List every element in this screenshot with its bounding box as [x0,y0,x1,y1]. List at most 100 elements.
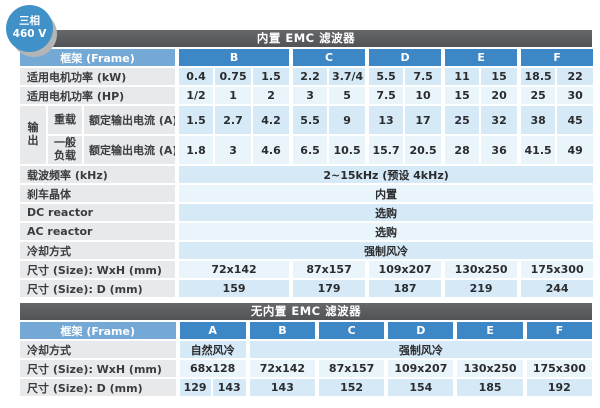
row-label: 适用电机功率 (kW) [20,66,176,85]
value-cell: 3 [289,85,328,104]
value-cell: 13 [365,104,404,134]
merged-value-cell: 选购 [175,221,594,240]
frame-col-B: B [175,47,290,66]
output-group-label: 输 出 [20,104,46,164]
value-cell: 7.5 [365,85,404,104]
value-cell: 143 [245,377,315,396]
load-type-label: 一般 负载 [46,134,82,164]
value-cell: 41.5 [517,134,556,164]
row-label: 尺寸 (Size): D (mm) [20,278,176,297]
metric-label: 额定输出电流 (A) [82,104,176,134]
value-cell: 130x250 [441,259,518,278]
value-cell: 5 [327,85,366,104]
value-cell: 87x157 [289,259,366,278]
value-cell: 1 [213,85,252,104]
merged-value-cell: 自然风冷 [175,339,246,358]
value-cell: 36 [479,134,518,164]
value-cell: 109x207 [384,358,454,377]
phase-voltage-badge: 三相 460 V [6,5,53,52]
row-label: 冷却方式 [20,240,176,259]
value-cell: 49 [555,134,594,164]
value-cell: 10.5 [327,134,366,164]
value-cell: 15 [479,66,518,85]
value-cell: 159 [175,278,290,297]
value-cell: 7.5 [403,66,442,85]
badge-phase-label: 三相 [19,15,40,27]
value-cell: 244 [517,278,594,297]
row-label: DC reactor [20,202,176,221]
value-cell: 192 [522,377,592,396]
value-cell: 3 [213,134,252,164]
merged-value-cell: 强制风冷 [175,240,594,259]
value-cell: 28 [441,134,480,164]
frame-col-F: F [517,47,594,66]
value-cell: 15 [441,85,480,104]
value-cell: 187 [365,278,442,297]
frame-col-F: F [522,320,592,339]
value-cell: 130x250 [453,358,523,377]
row-label: 尺寸 (Size): WxH (mm) [20,358,176,377]
value-cell: 152 [315,377,385,396]
merged-value-cell: 内置 [175,183,594,202]
row-label: AC reactor [20,221,176,240]
value-cell: 2 [251,85,290,104]
value-cell: 5.5 [365,66,404,85]
spec-tables: 内置 EMC 滤波器 框架 (Frame) B C D E F 适用电机功率 (kW) 0.4… [20,30,594,396]
value-cell: 18.5 [517,66,556,85]
row-label: 尺寸 (Size): WxH (mm) [20,259,176,278]
value-cell: 68x128 [175,358,246,377]
frame-col-C: C [289,47,366,66]
frame-col-B: B [245,320,315,339]
value-cell: 175x300 [522,358,592,377]
value-cell: 20.5 [403,134,442,164]
value-cell: 25 [517,85,556,104]
value-cell: 45 [555,104,594,134]
value-cell: 0.4 [175,66,214,85]
frame-header-label: 框架 (Frame) [20,320,176,339]
row-label: 刹车晶体 [20,183,176,202]
value-cell: 1.5 [251,66,290,85]
value-cell: 185 [453,377,523,396]
value-cell: 5.5 [289,104,328,134]
row-label: 尺寸 (Size): D (mm) [20,377,176,396]
builtin-emc-filter-table: 框架 (Frame) B C D E F 适用电机功率 (kW) 0.4 0.75 1.5 2.2 3… [20,47,594,297]
value-cell: 20 [479,85,518,104]
value-cell: 109x207 [365,259,442,278]
value-cell: 15.7 [365,134,404,164]
frame-col-E: E [453,320,523,339]
value-cell: 143 [210,377,246,396]
value-cell: 22 [555,66,594,85]
builtin-emc-title: 内置 EMC 滤波器 [20,30,592,47]
row-label: 适用电机功率 (HP) [20,85,176,104]
value-cell: 38 [517,104,556,134]
merged-value-cell: 强制风冷 [245,339,592,358]
value-cell: 1.8 [175,134,214,164]
builtin-emc-section: 内置 EMC 滤波器 框架 (Frame) B C D E F 适用电机功率 (kW) 0.4… [20,30,594,297]
frame-col-D: D [365,47,442,66]
frame-col-E: E [441,47,518,66]
badge-voltage-label: 460 V [12,28,47,41]
value-cell: 32 [479,104,518,134]
frame-col-A: A [175,320,246,339]
value-cell: 175x300 [517,259,594,278]
value-cell: 219 [441,278,518,297]
value-cell: 25 [441,104,480,134]
merged-value-cell: 2~15kHz (预设 4kHz) [175,164,594,183]
row-label: 冷却方式 [20,339,176,358]
value-cell: 6.5 [289,134,328,164]
value-cell: 4.2 [251,104,290,134]
value-cell: 72x142 [245,358,315,377]
no-emc-filter-table: 框架 (Frame) A B C D E F 冷却方式 自然风冷 强制风冷 尺寸 (Size): W… [20,320,592,396]
value-cell: 0.75 [213,66,252,85]
metric-label: 额定输出电流 (A) [82,134,176,164]
value-cell: 1.5 [175,104,214,134]
value-cell: 72x142 [175,259,290,278]
frame-header-label: 框架 (Frame) [20,47,176,66]
value-cell: 129 [175,377,211,396]
row-label: 载波频率 (kHz) [20,164,176,183]
load-type-label: 重载 [46,104,82,134]
no-emc-section: 无内置 EMC 滤波器 框架 (Frame) A B C D E F 冷却方式 自然风冷 强制风冷… [20,303,592,396]
value-cell: 10 [403,85,442,104]
value-cell: 3.7/4 [327,66,366,85]
value-cell: 179 [289,278,366,297]
